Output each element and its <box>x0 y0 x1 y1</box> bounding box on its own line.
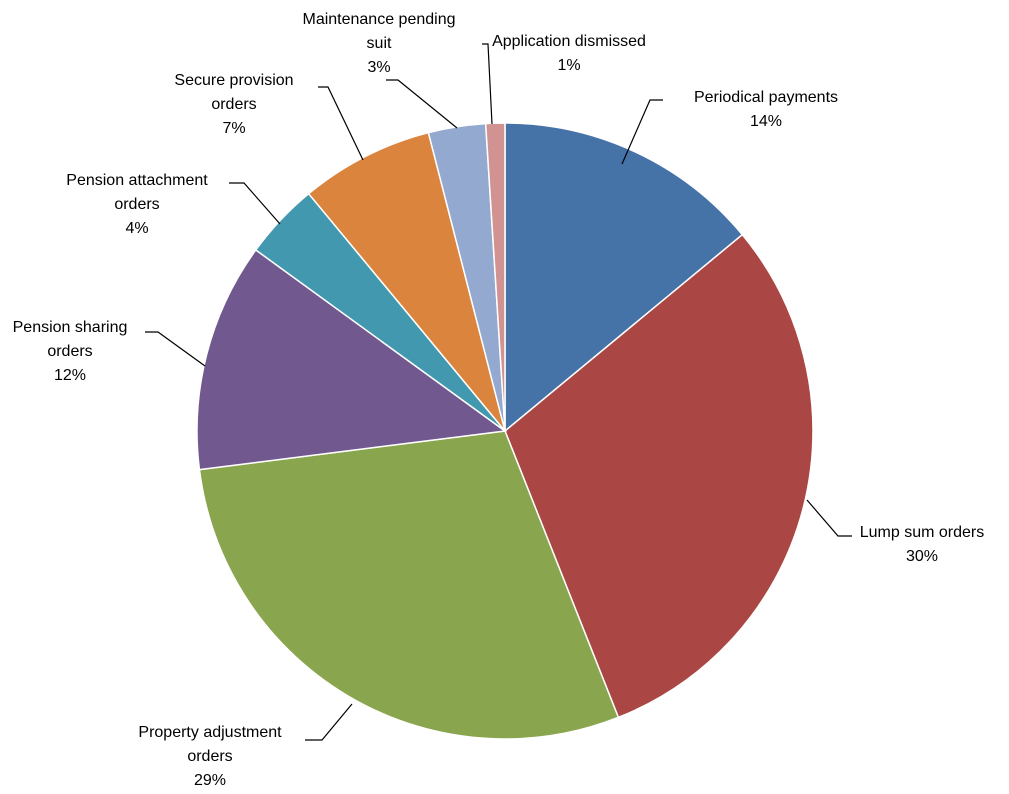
slice-category-label: orders <box>114 196 159 213</box>
slice-value-label: 29% <box>194 772 226 789</box>
leader-line-4 <box>145 331 206 367</box>
leader-line-2 <box>806 499 852 537</box>
leader-line-7 <box>386 79 458 129</box>
slice-label-8: Application dismissed 1% <box>492 33 646 74</box>
slice-category-label: Pension sharing <box>13 319 128 336</box>
slice-value-label: 12% <box>54 367 86 384</box>
leader-line-5 <box>229 182 281 225</box>
slice-category-label: Pension attachment <box>66 172 208 189</box>
leader-line-6 <box>318 86 364 161</box>
slice-category-label: orders <box>187 748 232 765</box>
slice-category-label: Periodical payments <box>694 89 838 106</box>
pie-slice-4 <box>196 248 507 471</box>
leader-line-3 <box>305 703 353 741</box>
pie-slice-3 <box>198 430 620 740</box>
slice-category-label: orders <box>47 343 92 360</box>
slice-label-4: Pension sharing orders 12% <box>13 319 128 384</box>
pie-slices <box>196 122 814 740</box>
slice-label-5: Pension attachment orders 4% <box>66 172 208 237</box>
slice-category-label: Lump sum orders <box>860 524 985 541</box>
slice-category-label: Property adjustment <box>138 724 282 741</box>
pie-slice-2 <box>504 233 814 719</box>
pie-slice-6 <box>307 131 506 432</box>
slice-label-7: Maintenance pending suit 3% <box>302 11 455 76</box>
slice-value-label: 14% <box>750 113 782 130</box>
slice-label-3: Property adjustment orders 29% <box>138 724 282 789</box>
slice-value-label: 7% <box>222 120 245 137</box>
slice-value-label: 4% <box>125 220 148 237</box>
slice-category-label: suit <box>367 35 392 52</box>
leader-line-1 <box>621 99 663 165</box>
slice-category-label: Maintenance pending <box>302 11 455 28</box>
slice-category-label: orders <box>211 96 256 113</box>
slice-value-label: 30% <box>906 548 938 565</box>
slice-value-label: 3% <box>367 59 390 76</box>
slice-label-6: Secure provision orders 7% <box>174 72 293 137</box>
slice-category-label: Application dismissed <box>492 33 646 50</box>
pie-slice-8 <box>484 122 506 432</box>
leader-line-8 <box>482 43 493 125</box>
leader-lines <box>145 43 852 741</box>
slice-labels: Periodical payments 14% Lump sum orders 30%… <box>13 11 985 789</box>
slice-category-label: Secure provision <box>174 72 293 89</box>
slice-value-label: 1% <box>557 57 580 74</box>
slice-label-1: Periodical payments 14% <box>694 89 838 130</box>
pie-slice-1 <box>504 122 744 433</box>
slice-label-2: Lump sum orders 30% <box>860 524 985 565</box>
